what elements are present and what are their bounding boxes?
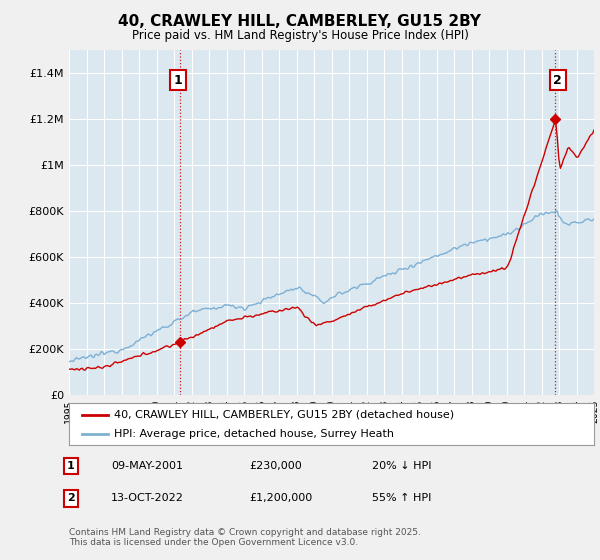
Text: 40, CRAWLEY HILL, CAMBERLEY, GU15 2BY (detached house): 40, CRAWLEY HILL, CAMBERLEY, GU15 2BY (d… — [113, 409, 454, 419]
Text: Price paid vs. HM Land Registry's House Price Index (HPI): Price paid vs. HM Land Registry's House … — [131, 29, 469, 42]
Text: 1: 1 — [173, 74, 182, 87]
Text: £1,200,000: £1,200,000 — [249, 493, 312, 503]
Text: 13-OCT-2022: 13-OCT-2022 — [111, 493, 184, 503]
Text: 55% ↑ HPI: 55% ↑ HPI — [372, 493, 431, 503]
Text: HPI: Average price, detached house, Surrey Heath: HPI: Average price, detached house, Surr… — [113, 429, 394, 439]
Text: 20% ↓ HPI: 20% ↓ HPI — [372, 461, 431, 471]
Text: Contains HM Land Registry data © Crown copyright and database right 2025.
This d: Contains HM Land Registry data © Crown c… — [69, 528, 421, 547]
Text: £230,000: £230,000 — [249, 461, 302, 471]
Text: 2: 2 — [67, 493, 74, 503]
Text: 2: 2 — [553, 74, 562, 87]
Text: 1: 1 — [67, 461, 74, 471]
Text: 09-MAY-2001: 09-MAY-2001 — [111, 461, 183, 471]
Text: 40, CRAWLEY HILL, CAMBERLEY, GU15 2BY: 40, CRAWLEY HILL, CAMBERLEY, GU15 2BY — [119, 14, 482, 29]
